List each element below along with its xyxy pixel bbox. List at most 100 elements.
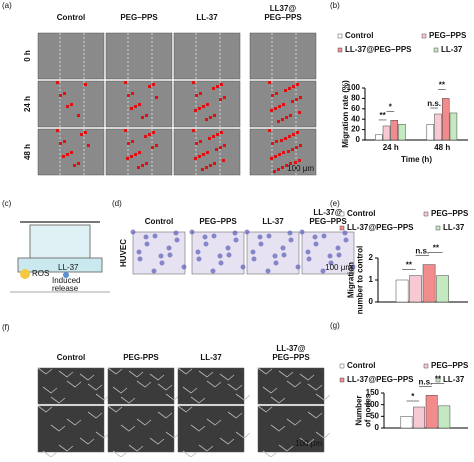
network — [235, 431, 251, 439]
cell — [327, 253, 333, 259]
legend-label: Control — [347, 209, 375, 218]
migrated-cells — [296, 131, 299, 134]
network — [198, 370, 214, 378]
cell — [305, 249, 311, 255]
network — [50, 396, 66, 404]
y-axis-label: number to control — [356, 246, 365, 314]
y-tick-label: 80 — [351, 94, 360, 103]
micrograph — [177, 405, 245, 453]
cell — [265, 268, 271, 274]
cell — [287, 230, 293, 236]
cell — [266, 233, 272, 239]
column-header: LL-37@ — [313, 208, 342, 217]
migrated-cells — [284, 89, 287, 92]
diagram-label: release — [52, 284, 79, 293]
cell — [273, 260, 279, 266]
cell — [152, 233, 158, 239]
column-header: PEG–PPS — [309, 217, 347, 226]
legend-label: LL-37@PEG–PPS — [347, 223, 414, 232]
micrograph — [37, 32, 105, 80]
migrated-cells — [194, 157, 197, 160]
migrated-cells — [131, 92, 134, 95]
migrated-cells — [155, 144, 158, 147]
legend-label: LL-37@PEG–PPS — [345, 45, 412, 54]
cell — [306, 256, 312, 262]
migrated-cells — [296, 83, 299, 86]
significance-label: n.s. — [427, 99, 441, 108]
cell — [343, 237, 349, 243]
network — [235, 393, 251, 401]
network — [315, 393, 331, 401]
migrated-cells — [131, 140, 134, 143]
y-tick-label: 150 — [366, 388, 380, 397]
migrated-cells — [271, 94, 274, 97]
column-header: Control — [145, 217, 173, 226]
legend-swatch — [435, 377, 441, 383]
cell — [336, 252, 342, 258]
network — [120, 396, 136, 404]
migrated-cells — [299, 96, 302, 99]
network — [66, 418, 82, 426]
network — [58, 370, 74, 378]
legend-label: PEG–PPS — [431, 361, 469, 370]
bar — [436, 275, 449, 303]
migrated-cells — [282, 151, 285, 154]
network — [107, 367, 123, 375]
migrated-cells — [130, 107, 133, 110]
network — [120, 424, 136, 432]
y-tick-label: 40 — [351, 114, 360, 123]
bar — [434, 113, 442, 141]
network — [219, 373, 235, 381]
migrated-cells — [275, 92, 278, 95]
network — [42, 386, 58, 394]
migrated-cells — [138, 103, 141, 106]
legend-swatch — [423, 211, 429, 217]
migrated-cells — [292, 85, 295, 88]
migrated-cells — [223, 96, 226, 99]
network — [206, 418, 222, 426]
cell — [321, 233, 327, 239]
migrated-cells — [59, 94, 62, 97]
y-tick-label: 100 — [366, 400, 380, 409]
migrated-cells — [274, 107, 277, 110]
migrated-cells — [80, 133, 83, 136]
x-axis-label: Time (h) — [401, 155, 432, 164]
migrated-cells — [63, 140, 66, 143]
legend-label: LL-37@PEG–PPS — [347, 375, 414, 384]
bar — [449, 112, 458, 141]
migrated-cells — [77, 162, 80, 165]
migrated-cells — [213, 114, 216, 117]
cell — [232, 230, 238, 236]
panel-label: (c) — [2, 199, 12, 208]
network — [58, 444, 74, 452]
legend-swatch — [421, 33, 427, 39]
migrated-cells — [206, 151, 209, 154]
migrated-cells — [124, 81, 127, 84]
cell — [137, 256, 143, 262]
migrated-cells — [70, 103, 73, 106]
legend-swatch — [433, 47, 439, 53]
migrated-cells — [274, 155, 277, 158]
migrated-cells — [127, 142, 130, 145]
micrograph — [249, 32, 317, 80]
migrated-cells — [77, 114, 80, 117]
migrated-cells — [192, 129, 195, 132]
migrated-cells — [202, 105, 205, 108]
network — [307, 383, 323, 391]
column-header: PEG–PPS — [120, 13, 158, 22]
migrated-cells — [205, 166, 208, 169]
migrated-cells — [289, 114, 292, 117]
cell — [281, 252, 287, 258]
migrated-cells — [288, 87, 291, 90]
legend-swatch — [339, 225, 345, 231]
migrated-cells — [223, 144, 226, 147]
network — [299, 373, 315, 381]
significance-label: * — [389, 102, 393, 111]
network — [299, 437, 315, 445]
migrated-cells — [84, 131, 87, 134]
migrated-cells — [209, 116, 212, 119]
network — [206, 380, 222, 388]
migrated-cells — [281, 166, 284, 169]
diagram — [10, 221, 110, 293]
